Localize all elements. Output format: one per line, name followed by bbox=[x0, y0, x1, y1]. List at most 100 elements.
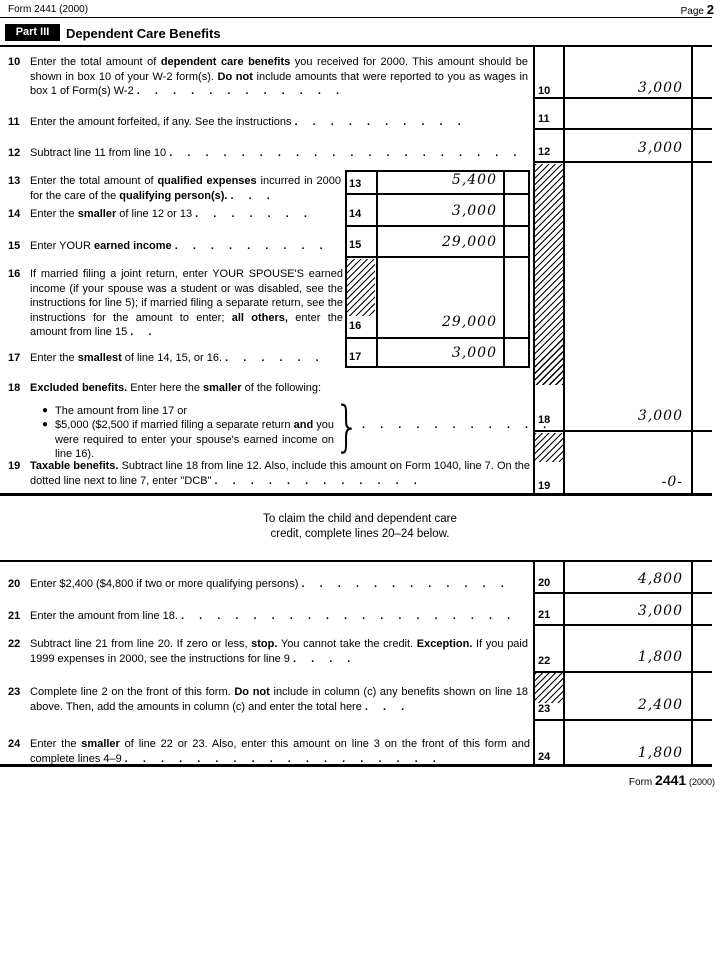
table-border bbox=[533, 624, 712, 626]
line20-dot-leader: . . . . . . . . . . . . bbox=[301, 578, 510, 590]
line18-bullet-1-text: The amount from line 17 or bbox=[55, 405, 188, 417]
line21-text-body: Enter the amount from line 18. bbox=[30, 610, 178, 622]
line23-text: Complete line 2 on the front of this for… bbox=[30, 685, 528, 714]
table-border bbox=[691, 47, 693, 496]
line15-box-number: 15 bbox=[349, 239, 362, 251]
line22-text-body: Subtract line 21 from line 20. If zero o… bbox=[30, 638, 528, 665]
line24-dot-leader: . . . . . . . . . . . . . . . . . . bbox=[124, 752, 442, 765]
line11-text-body: Enter the amount forfeited, if any. See … bbox=[30, 116, 292, 128]
line12-amount[interactable]: 3,000 bbox=[637, 140, 683, 156]
line13-amount[interactable]: 5,400 bbox=[451, 172, 497, 188]
table-border bbox=[533, 430, 712, 432]
line19-box-number: 19 bbox=[538, 480, 551, 492]
table-border bbox=[533, 161, 712, 163]
line12-text: Subtract line 11 from line 10 . . . . . … bbox=[30, 146, 528, 161]
table-border bbox=[533, 719, 712, 721]
line21-text: Enter the amount from line 18. . . . . .… bbox=[30, 609, 528, 624]
footer-form-word: Form bbox=[628, 777, 653, 788]
line23-amount[interactable]: 2,400 bbox=[637, 697, 683, 713]
table-border bbox=[563, 560, 565, 767]
hatch-fill bbox=[347, 259, 375, 316]
footer-form-year: (2000) bbox=[688, 777, 715, 787]
line10-number: 10 bbox=[8, 56, 21, 68]
table-border bbox=[533, 47, 535, 496]
line22-dot-leader: . . . . bbox=[292, 652, 357, 665]
line15-dot-leader: . . . . . . . . . bbox=[174, 240, 329, 252]
line22-box-number: 22 bbox=[538, 655, 551, 667]
table-border bbox=[345, 225, 530, 227]
line10-amount[interactable]: 3,000 bbox=[637, 80, 683, 96]
line20-text: Enter $2,400 ($4,800 if two or more qual… bbox=[30, 577, 528, 592]
table-border bbox=[528, 170, 530, 368]
line19-number: 19 bbox=[8, 460, 21, 472]
line21-box-number: 21 bbox=[538, 609, 551, 621]
line13-text-body: Enter the total amount of qualified expe… bbox=[30, 175, 341, 202]
line20-text-body: Enter $2,400 ($4,800 if two or more qual… bbox=[30, 578, 299, 590]
footer-form-id: Form 2441 (2000) bbox=[629, 772, 715, 788]
line12-dot-leader: . . . . . . . . . . . . . . . . . . . . bbox=[169, 147, 523, 159]
line22-amount[interactable]: 1,800 bbox=[637, 649, 683, 665]
line23-box-number: 23 bbox=[538, 703, 551, 715]
line19-amount[interactable]: -0- bbox=[661, 474, 683, 490]
line24-text-body: Enter the smaller of line 22 or 23. Also… bbox=[30, 738, 530, 765]
line14-text-body: Enter the smaller of line 12 or 13 bbox=[30, 208, 193, 220]
table-border bbox=[533, 671, 712, 673]
line15-amount[interactable]: 29,000 bbox=[442, 234, 497, 250]
line24-number: 24 bbox=[8, 738, 21, 750]
line17-box-number: 17 bbox=[349, 351, 362, 363]
table-border bbox=[533, 592, 712, 594]
bullet-icon: ● bbox=[42, 419, 49, 430]
line17-amount[interactable]: 3,000 bbox=[451, 345, 497, 361]
line24-box-number: 24 bbox=[538, 751, 551, 763]
line20-box-number: 20 bbox=[538, 577, 551, 589]
line24-text: Enter the smaller of line 22 or 23. Also… bbox=[30, 737, 530, 766]
line16-box-number: 16 bbox=[349, 320, 362, 332]
line20-number: 20 bbox=[8, 578, 21, 590]
line10-box-number: 10 bbox=[538, 85, 551, 97]
line19-text-body: Taxable benefits. Subtract line 18 from … bbox=[30, 460, 530, 487]
line11-box-number: 11 bbox=[538, 113, 550, 125]
line14-dot-leader: . . . . . . . bbox=[195, 208, 313, 220]
line21-amount[interactable]: 3,000 bbox=[637, 603, 683, 619]
line18-number: 18 bbox=[8, 382, 21, 394]
lower-table-bottom-rule bbox=[0, 764, 712, 767]
table-border bbox=[345, 256, 530, 258]
table-border bbox=[563, 47, 565, 496]
line14-number: 14 bbox=[8, 208, 21, 220]
line18-amount[interactable]: 3,000 bbox=[637, 408, 683, 424]
line22-text: Subtract line 21 from line 20. If zero o… bbox=[30, 637, 528, 666]
line16-amount[interactable]: 29,000 bbox=[442, 314, 497, 330]
line17-text: Enter the smallest of line 14, 15, or 16… bbox=[30, 351, 341, 366]
line20-amount[interactable]: 4,800 bbox=[637, 571, 683, 587]
table-border bbox=[691, 560, 693, 767]
line19-text: Taxable benefits. Subtract line 18 from … bbox=[30, 459, 530, 488]
line14-amount[interactable]: 3,000 bbox=[451, 203, 497, 219]
header-page-word: Page bbox=[680, 6, 704, 17]
line21-dot-leader: . . . . . . . . . . . . . . . . . . . bbox=[181, 610, 517, 622]
line16-number: 16 bbox=[8, 268, 21, 280]
upper-table-bottom-rule bbox=[0, 493, 712, 496]
line17-number: 17 bbox=[8, 352, 21, 364]
table-border bbox=[533, 97, 712, 99]
table-border bbox=[345, 366, 530, 368]
bullet-icon: ● bbox=[42, 405, 49, 416]
line15-text: Enter YOUR earned income . . . . . . . .… bbox=[30, 239, 341, 254]
hatch-fill bbox=[535, 164, 563, 385]
line13-dot-leader: . . . bbox=[230, 189, 276, 202]
line13-box-number: 13 bbox=[349, 178, 362, 190]
line13-number: 13 bbox=[8, 175, 21, 187]
table-border bbox=[345, 170, 530, 172]
line24-amount[interactable]: 1,800 bbox=[637, 745, 683, 761]
line12-text-body: Subtract line 11 from line 10 bbox=[30, 147, 167, 159]
line21-number: 21 bbox=[8, 610, 21, 622]
header-page-number: 2 bbox=[706, 2, 714, 17]
line18-bullet-1: ● The amount from line 17 or bbox=[42, 404, 334, 419]
line18-intro: Excluded benefits. Enter here the smalle… bbox=[30, 381, 530, 396]
line23-text-body: Complete line 2 on the front of this for… bbox=[30, 686, 528, 713]
line11-dot-leader: . . . . . . . . . . bbox=[294, 116, 467, 128]
line19-dot-leader: . . . . . . . . . . . . bbox=[214, 474, 423, 487]
part3-badge: Part III bbox=[5, 24, 60, 41]
table-border bbox=[533, 560, 535, 767]
hatch-fill bbox=[535, 433, 563, 462]
